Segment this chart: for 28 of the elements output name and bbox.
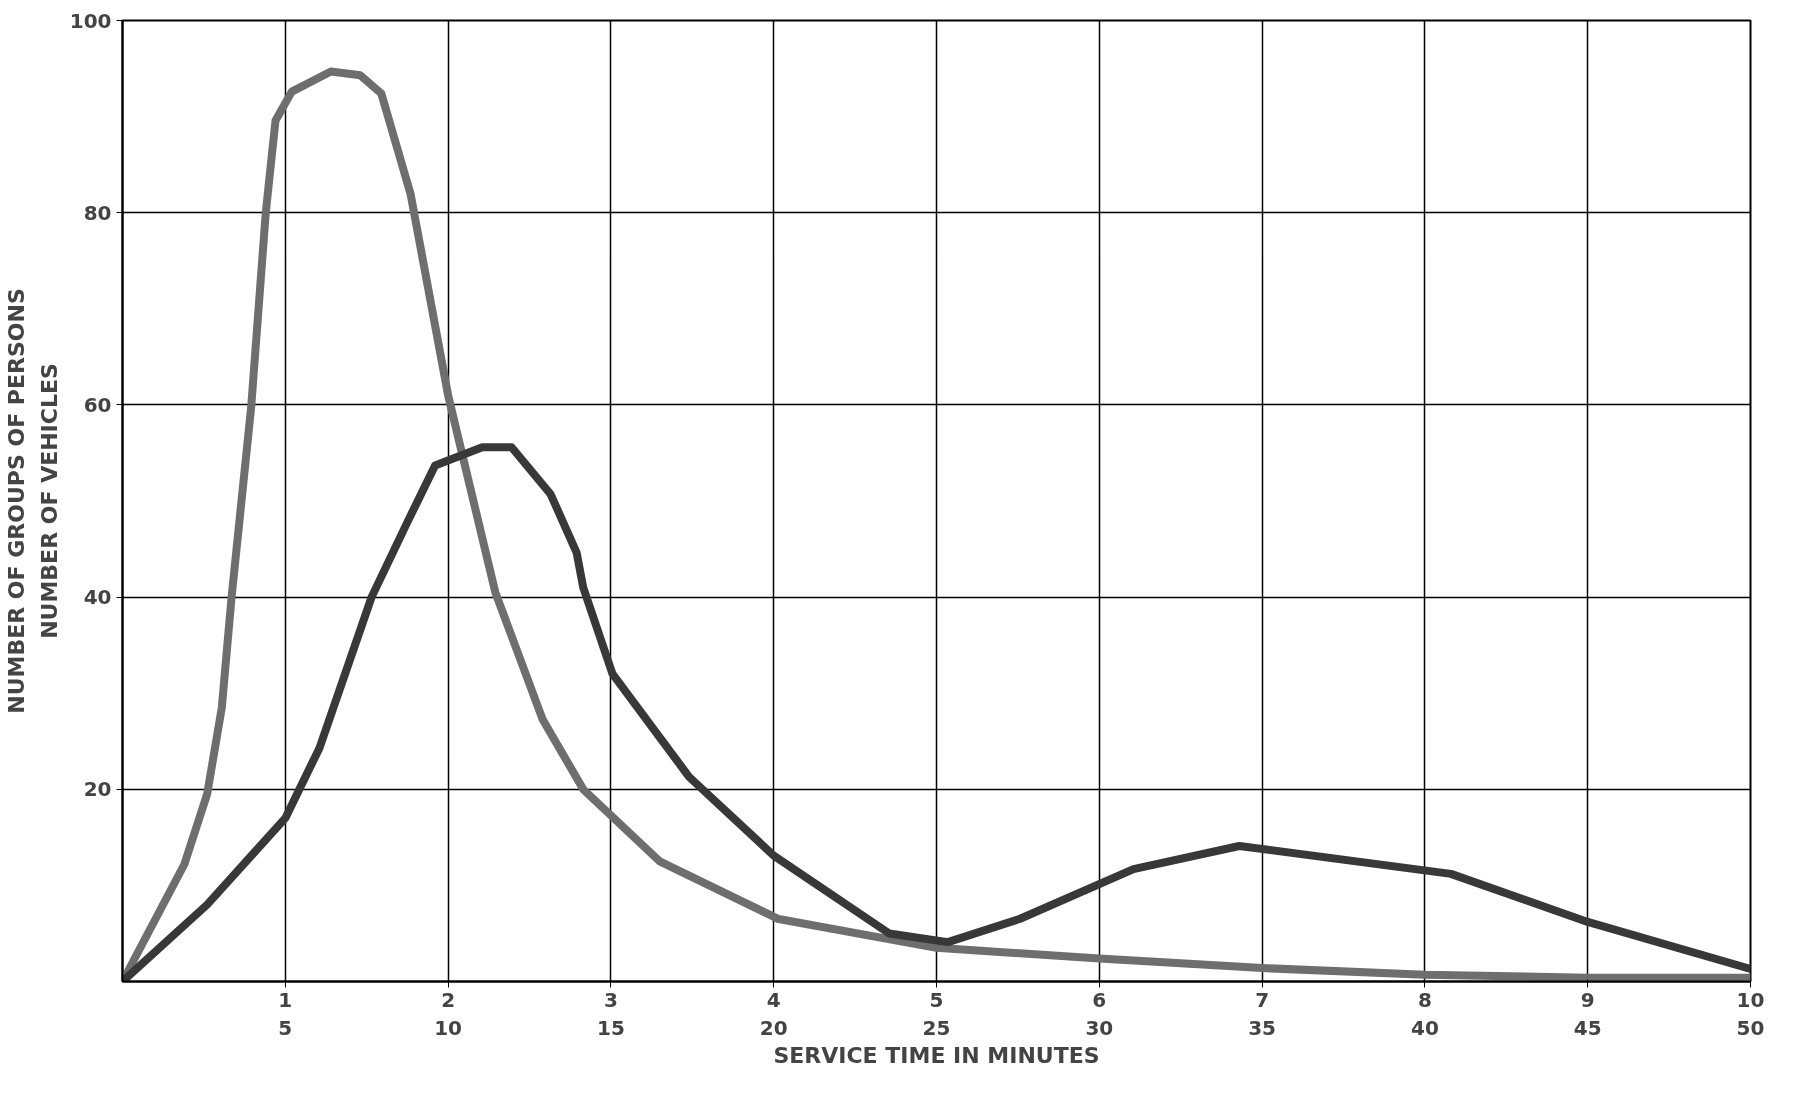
x2-tick-label: 15 [596, 1015, 625, 1040]
x-tick-label: 2 [441, 987, 456, 1012]
x-tick-label: 6 [1092, 987, 1107, 1012]
y-tick-label: 20 [83, 777, 112, 802]
x2-tick-label: 50 [1736, 1015, 1765, 1040]
x2-tick-label: 35 [1248, 1015, 1277, 1040]
y-tick-label: 80 [83, 200, 112, 225]
x2-tick-label: 30 [1085, 1015, 1114, 1040]
x2-tick-label: 45 [1573, 1015, 1602, 1040]
x-tick-label: 5 [929, 987, 944, 1012]
text: NUMBER OF GROUPS OF PERSONS [3, 288, 29, 714]
y-tick-label: 60 [83, 392, 112, 417]
x-tick-label: 7 [1255, 987, 1270, 1012]
x-tick-label: 1 [278, 987, 293, 1012]
y-axis-title: NUMBER OF VEHICLES [36, 363, 62, 639]
x-axis-title: SERVICE TIME IN MINUTES [773, 1042, 1100, 1068]
x-tick-label: 4 [766, 987, 781, 1012]
x-tick-label: 9 [1580, 987, 1595, 1012]
x-tick-label: 10 [1736, 987, 1765, 1012]
x2-tick-label: 40 [1410, 1015, 1439, 1040]
x2-tick-label: 10 [434, 1015, 463, 1040]
y-tick-label: 100 [69, 8, 112, 33]
x2-tick-label: 25 [922, 1015, 951, 1040]
y-tick-label: 40 [83, 585, 112, 610]
x-tick-label: 8 [1417, 987, 1432, 1012]
x-tick-label: 3 [603, 987, 618, 1012]
x2-tick-label: 5 [278, 1015, 293, 1040]
x2-tick-label: 20 [759, 1015, 788, 1040]
